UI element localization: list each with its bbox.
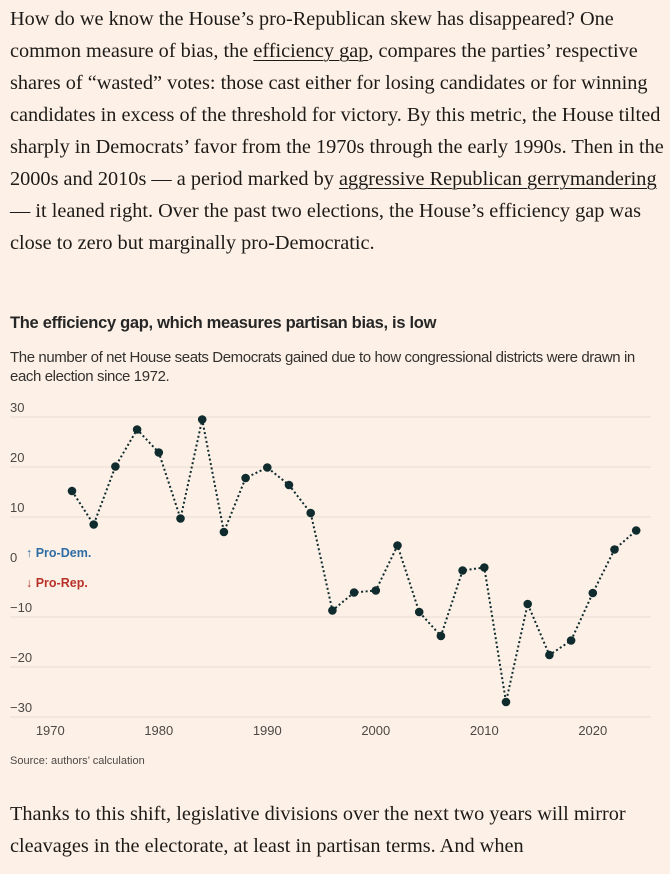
data-point <box>523 599 532 609</box>
data-point <box>436 631 446 641</box>
x-tick-label: 1990 <box>253 723 282 738</box>
data-point <box>328 606 337 615</box>
data-point <box>219 527 229 537</box>
data-point <box>89 520 98 529</box>
data-point <box>610 545 619 554</box>
y-tick-label: −20 <box>10 650 32 665</box>
data-point <box>414 607 424 617</box>
article-link[interactable]: aggressive Republican gerrymandering <box>338 168 657 190</box>
article-paragraph-1: How do we know the House’s pro-Republica… <box>10 3 665 259</box>
data-point <box>371 586 381 595</box>
data-point <box>132 425 142 434</box>
article-paragraph-2: Thanks to this shift, legislative divisi… <box>10 803 626 857</box>
data-point <box>480 563 489 572</box>
data-point <box>154 448 164 457</box>
y-tick-label: 20 <box>10 450 24 465</box>
pro-rep-annotation: ↓ Pro-Rep. <box>26 576 88 590</box>
data-point <box>111 462 120 471</box>
chart-title: The efficiency gap, which measures parti… <box>10 314 437 332</box>
data-point <box>284 480 294 490</box>
data-point <box>263 463 272 472</box>
data-point <box>588 588 598 598</box>
chart-subtitle: The number of net House seats Democrats … <box>10 349 635 385</box>
data-point <box>458 566 467 575</box>
data-point <box>545 650 554 660</box>
article-text: How do we know the House’s pro-Republica… <box>10 8 614 62</box>
article-text: — it leaned right. Over the past two ele… <box>10 200 641 254</box>
data-point <box>566 636 576 645</box>
data-point <box>349 588 359 597</box>
chart-source: Source: authors’ calculation <box>10 755 145 767</box>
x-tick-label: 1970 <box>36 723 65 738</box>
data-point <box>241 473 250 483</box>
data-point <box>67 486 77 496</box>
pro-dem-annotation: ↑ Pro-Dem. <box>26 546 91 560</box>
x-tick-label: 1980 <box>144 723 173 738</box>
data-point <box>306 508 316 518</box>
y-tick-label: −30 <box>10 700 32 715</box>
x-tick-label: 2020 <box>578 723 607 738</box>
x-tick-label: 2000 <box>361 723 390 738</box>
series-line <box>71 419 637 703</box>
data-point <box>501 697 511 707</box>
y-tick-label: 10 <box>10 500 24 515</box>
y-tick-label: 0 <box>10 550 17 565</box>
y-tick-label: −10 <box>10 600 32 615</box>
data-point <box>197 415 207 424</box>
x-tick-label: 2010 <box>470 723 499 738</box>
y-tick-label: 30 <box>10 400 24 415</box>
data-point <box>631 526 641 535</box>
data-point <box>176 514 185 523</box>
article-text: , compares the parties’ respective share… <box>10 40 664 190</box>
data-point <box>393 541 402 550</box>
article-link[interactable]: efficiency gap <box>253 40 369 62</box>
